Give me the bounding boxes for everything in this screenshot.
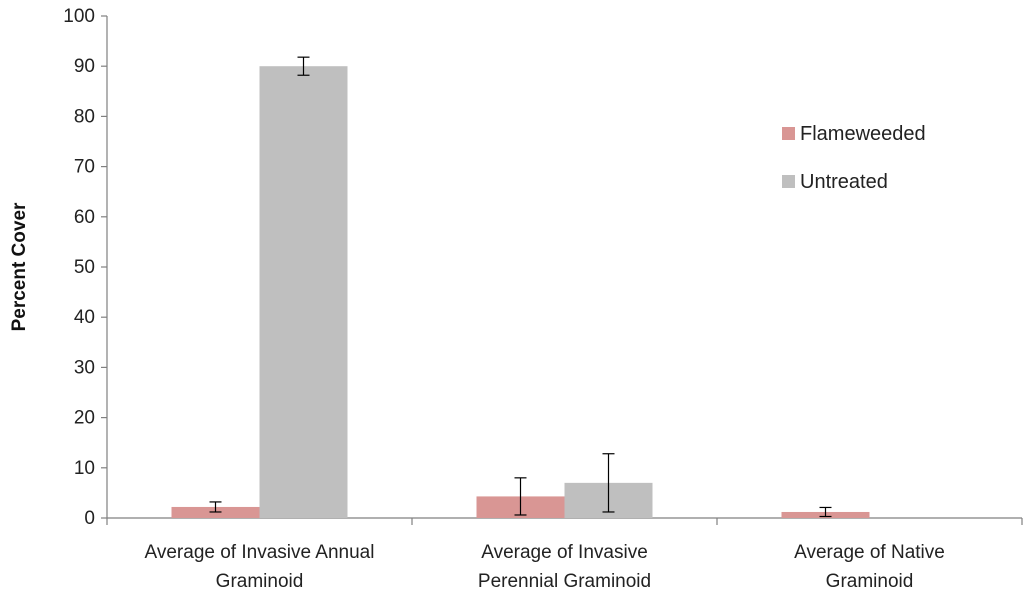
y-tick-label: 100 (63, 6, 95, 27)
legend-swatch (782, 127, 795, 140)
x-category-label-line: Graminoid (826, 571, 914, 592)
y-tick-label: 50 (74, 257, 95, 278)
y-tick-label: 70 (74, 157, 95, 178)
bar (259, 66, 348, 518)
x-category-label-line: Average of Invasive (481, 542, 648, 563)
y-tick-label: 90 (74, 56, 95, 77)
y-tick-label: 10 (74, 458, 95, 479)
x-category-labels: Average of Invasive Annual GraminoidAvera… (145, 542, 945, 592)
legend: Flameweeded Untreated (782, 123, 926, 193)
legend-label: Untreated (800, 171, 888, 193)
legend-swatch (782, 175, 795, 188)
y-tick-label: 0 (84, 508, 95, 529)
error-bars (209, 56, 832, 518)
x-category-label: Average of Invasive Annual Graminoid (145, 542, 375, 592)
y-tick-label: 80 (74, 106, 95, 127)
x-category-label-line: Perennial Graminoid (478, 571, 651, 592)
x-category-label-line: Average of Native (794, 542, 945, 563)
y-tick-label: 20 (74, 408, 95, 429)
y-tick-label: 30 (74, 357, 95, 378)
x-category-label-line: Graminoid (216, 571, 304, 592)
axes (106, 16, 1023, 525)
x-category-label-line: Average of Invasive Annual (145, 542, 375, 563)
y-axis-title: Percent Cover (9, 202, 30, 331)
legend-label: Flameweeded (800, 123, 926, 145)
x-category-label: Average of Invasive Perennial Graminoid (478, 542, 651, 592)
bars (171, 66, 870, 518)
y-tick-label: 40 (74, 307, 95, 328)
x-category-label: Average of Native Graminoid (794, 542, 945, 592)
y-tick-label: 60 (74, 207, 95, 228)
y-ticks: 0 10 20 30 40 50 60 70 80 90 100 (63, 6, 107, 529)
